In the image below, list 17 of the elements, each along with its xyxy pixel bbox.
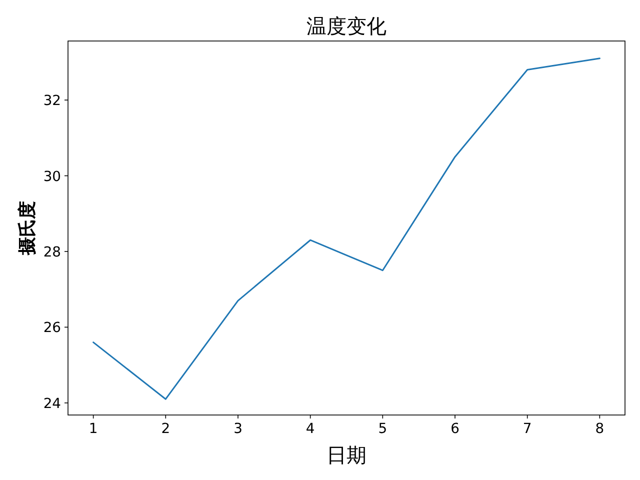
x-tick-label: 1 xyxy=(88,421,98,437)
chart-title: 温度变化 xyxy=(306,14,386,38)
y-tick-label: 24 xyxy=(43,396,62,412)
x-tick-label: 4 xyxy=(306,421,315,437)
x-tick-label: 3 xyxy=(234,421,242,437)
y-axis-title: 摄氏度 xyxy=(17,201,37,256)
y-tick-label: 28 xyxy=(43,244,61,260)
x-axis-title: 日期 xyxy=(326,443,366,467)
x-tick-label: 6 xyxy=(450,421,460,437)
line-series xyxy=(92,58,600,400)
x-tick-label: 8 xyxy=(595,421,604,437)
x-tick-label: 2 xyxy=(161,421,170,437)
y-tick-label: 32 xyxy=(43,93,61,110)
x-tick-label: 7 xyxy=(522,421,532,437)
y-tick-label: 26 xyxy=(43,320,61,336)
y-tick-label: 30 xyxy=(43,168,61,185)
x-tick-label: 5 xyxy=(378,421,388,437)
